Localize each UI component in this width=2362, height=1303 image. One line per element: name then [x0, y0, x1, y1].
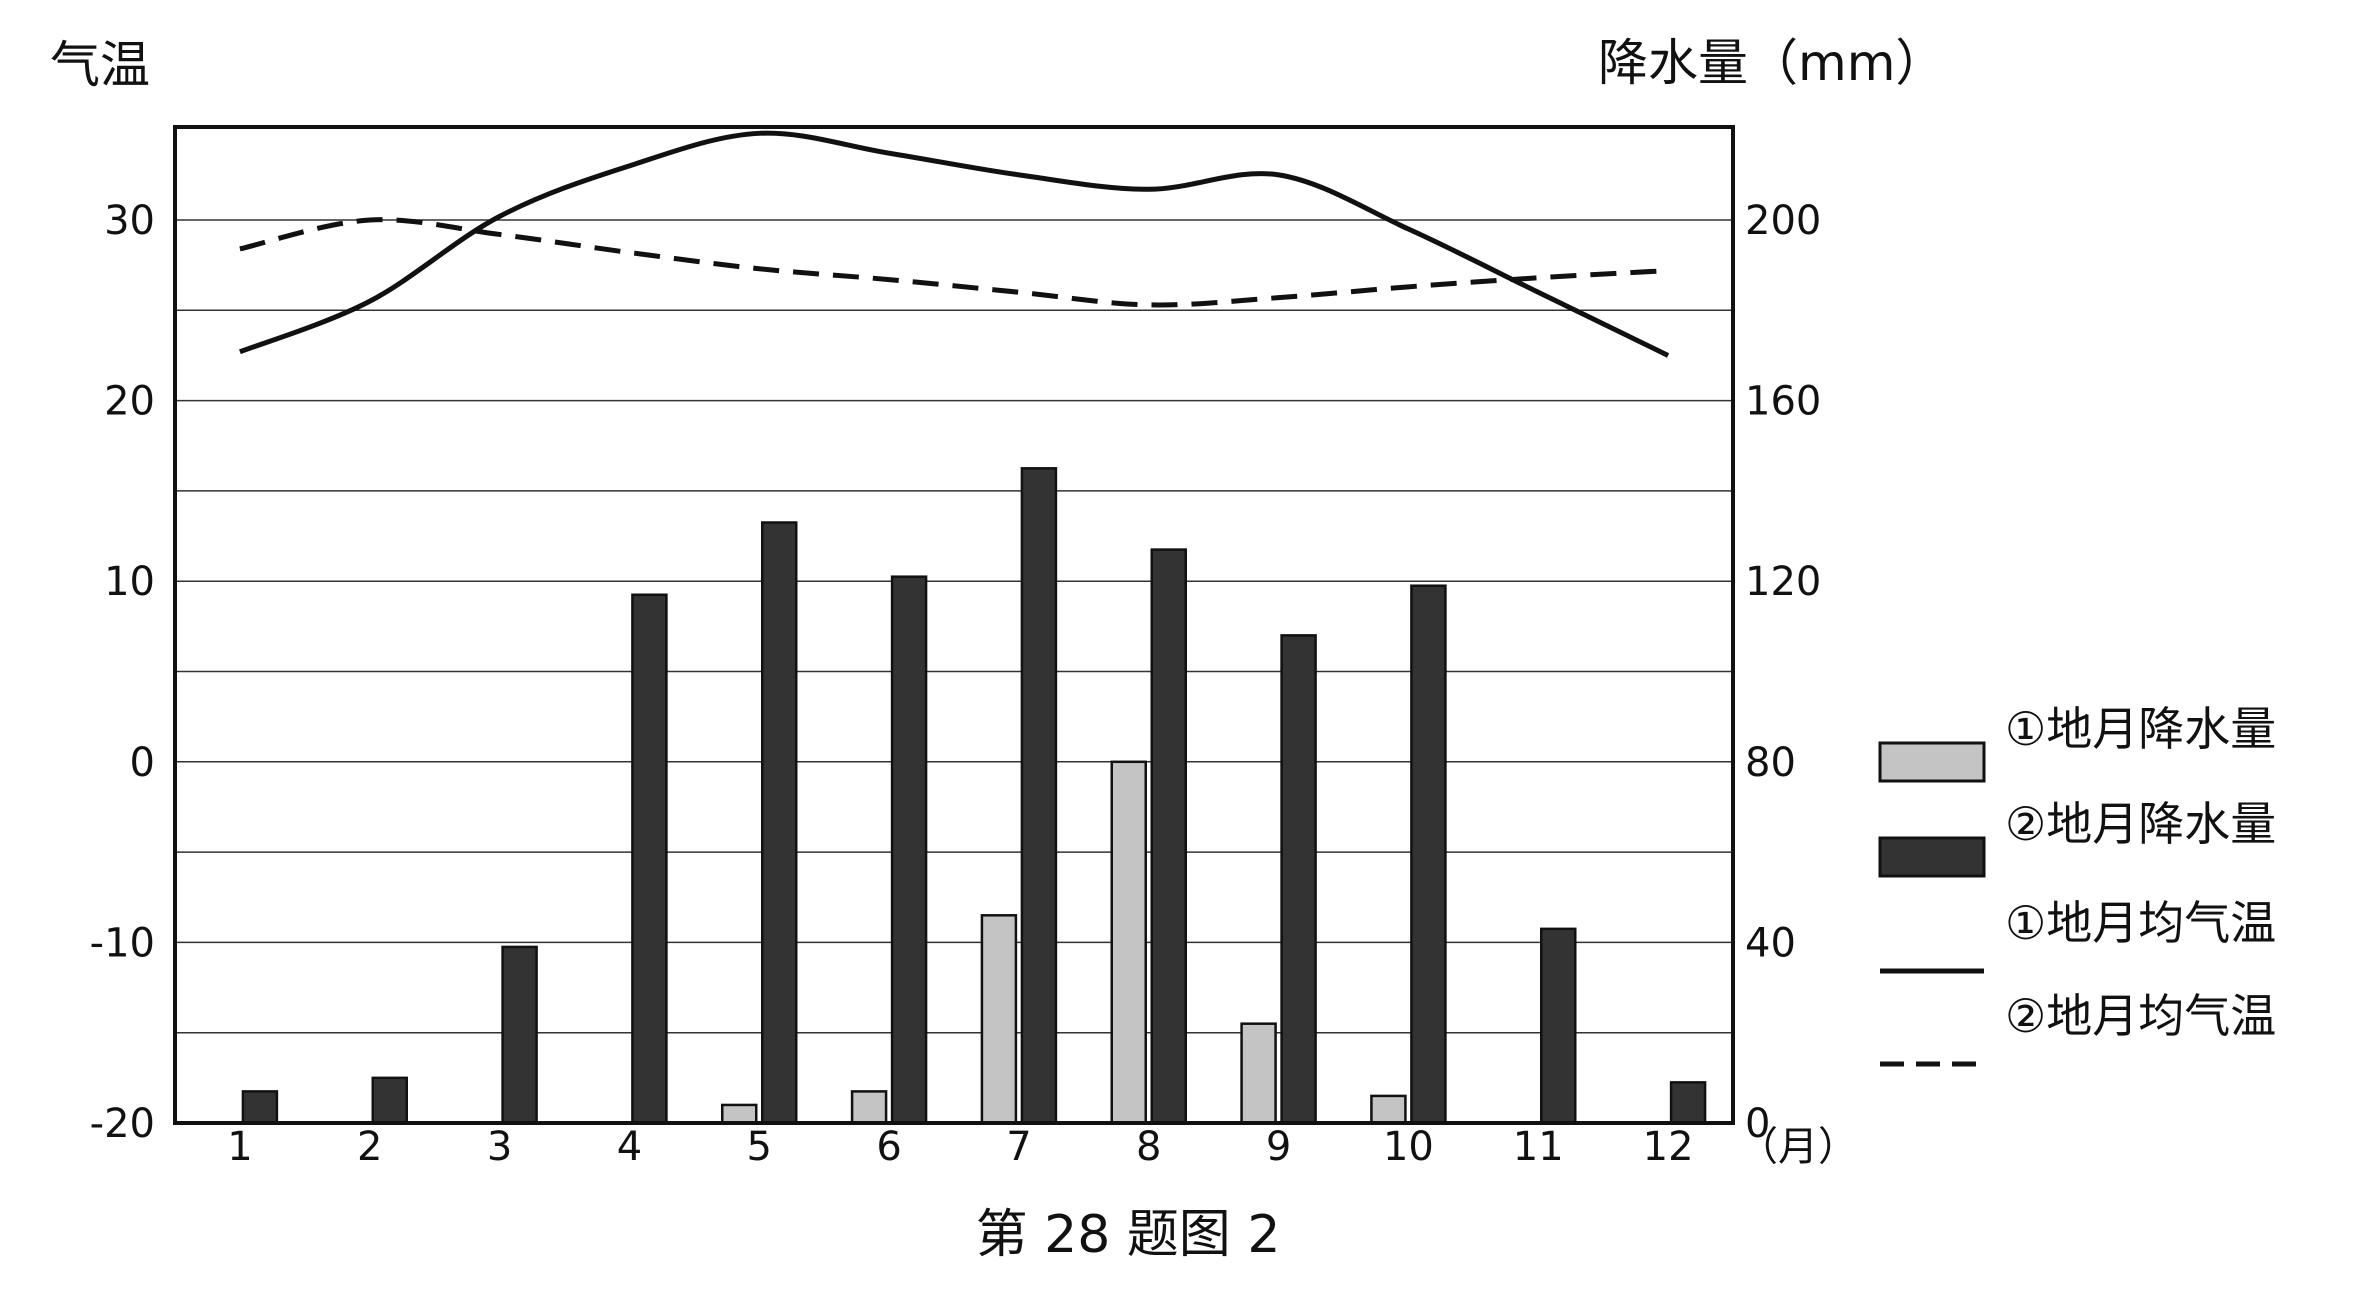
- chart-caption: 第 28 题图 2: [976, 1205, 1281, 1265]
- legend-site1-precipitation-label: ①地月降水量: [2005, 702, 2276, 756]
- bar-site2-precipitation: [371, 1076, 408, 1125]
- legend-site2-precipitation-swatch: [1878, 836, 1986, 878]
- month-tick-label: 10: [1383, 1124, 1434, 1170]
- month-tick-label: 1: [227, 1124, 252, 1170]
- month-tick-label: 2: [357, 1124, 382, 1170]
- bar-site1-precipitation: [1370, 1094, 1407, 1125]
- plot-frame: [173, 125, 1735, 1125]
- month-tick-label: 5: [747, 1124, 772, 1170]
- temperature-tick-label: 20: [104, 379, 155, 425]
- bar-site2-precipitation: [1410, 584, 1447, 1125]
- precipitation-tick-label: 80: [1745, 740, 1796, 786]
- bar-site2-precipitation: [631, 593, 668, 1125]
- precipitation-tick-label: 40: [1745, 920, 1796, 966]
- bar-site2-precipitation: [1150, 548, 1187, 1125]
- temperature-lines: [239, 130, 1670, 358]
- month-tick-label: 3: [487, 1124, 512, 1170]
- legend-site1-temperature-label: ①地月均气温: [2005, 896, 2276, 950]
- line-site1-temperature: [239, 130, 1670, 358]
- precipitation-tick-label: 200: [1745, 198, 1821, 244]
- bar-site2-precipitation: [241, 1090, 279, 1125]
- right-axis-title: 降水量（mm）: [1598, 34, 1945, 92]
- month-tick-label: 9: [1266, 1124, 1291, 1170]
- bar-site1-precipitation: [721, 1103, 758, 1125]
- month-tick-label: 4: [617, 1124, 642, 1170]
- bar-site2-precipitation: [890, 575, 928, 1125]
- bar-site2-precipitation: [761, 521, 798, 1125]
- legend-site1-precipitation-swatch: [1878, 741, 1986, 783]
- bar-site1-precipitation: [1240, 1022, 1277, 1125]
- bar-site2-precipitation: [1280, 634, 1317, 1125]
- month-axis-ticks: 1 2 3 4 5 6 7 8 9 10 11 12: [227, 1124, 1693, 1170]
- temperature-tick-label: 10: [104, 559, 155, 605]
- precipitation-tick-label: 0: [1745, 1101, 1770, 1147]
- temperature-tick-label: -20: [90, 1101, 155, 1147]
- legend: ①地月降水量 ②地月降水量 ①地月均气温 ②地月均气温: [1878, 702, 2276, 1067]
- bar-site2-precipitation: [501, 945, 538, 1125]
- temperature-axis-ticks: 30 20 10 0 -10 -20: [90, 198, 155, 1147]
- bar-site1-precipitation: [980, 914, 1018, 1125]
- bar-site2-precipitation: [1540, 927, 1577, 1125]
- month-tick-label: 11: [1513, 1124, 1564, 1170]
- left-axis-title: 气温: [50, 36, 150, 94]
- precipitation-bars: [241, 467, 1707, 1125]
- legend-site2-precipitation-label: ②地月降水量: [2005, 797, 2276, 851]
- month-tick-label: 6: [876, 1124, 901, 1170]
- month-tick-label: 7: [1006, 1124, 1031, 1170]
- grid-lines: [175, 219, 1733, 1034]
- precipitation-tick-label: 120: [1745, 559, 1821, 605]
- precipitation-tick-label: 160: [1745, 379, 1821, 425]
- x-unit-label: （月）: [1738, 1124, 1858, 1170]
- bar-site1-precipitation: [850, 1090, 888, 1125]
- month-tick-label: 8: [1136, 1124, 1161, 1170]
- month-tick-label: 12: [1643, 1124, 1694, 1170]
- bar-site1-precipitation: [1110, 760, 1147, 1125]
- line-site2-temperature: [239, 217, 1669, 308]
- precipitation-axis-ticks: 200 160 120 80 40 0: [1745, 198, 1821, 1147]
- bar-site2-precipitation: [1020, 467, 1058, 1125]
- legend-site2-temperature-label: ②地月均气温: [2005, 989, 2276, 1043]
- temperature-tick-label: 0: [130, 740, 155, 786]
- temperature-tick-label: -10: [90, 920, 155, 966]
- temperature-tick-label: 30: [104, 198, 155, 244]
- bar-site2-precipitation: [1669, 1081, 1707, 1125]
